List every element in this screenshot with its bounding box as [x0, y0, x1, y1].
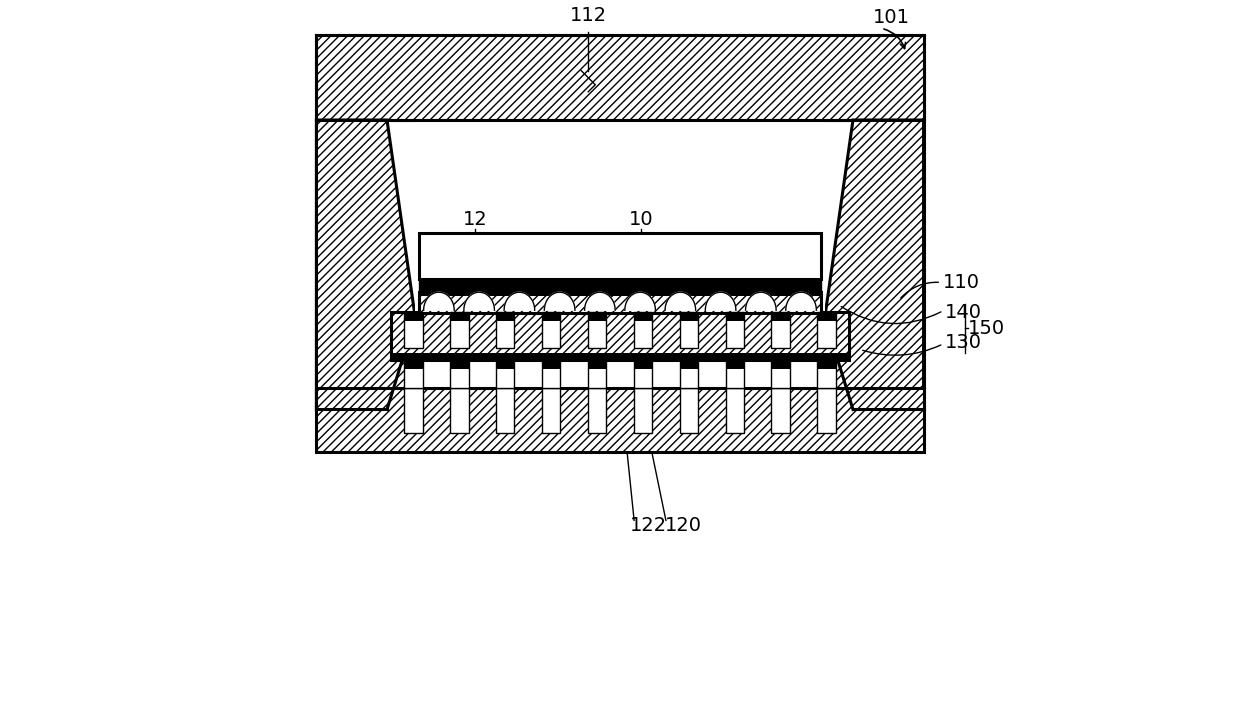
Bar — [680, 312, 698, 321]
Bar — [415, 120, 825, 318]
Polygon shape — [424, 292, 454, 310]
Bar — [496, 312, 515, 348]
Text: 110: 110 — [944, 273, 981, 292]
Text: 122: 122 — [630, 517, 667, 535]
Bar — [771, 312, 790, 321]
Bar — [450, 388, 469, 433]
Polygon shape — [544, 292, 575, 310]
Polygon shape — [706, 292, 735, 310]
Bar — [542, 312, 560, 321]
Bar — [316, 35, 924, 120]
Bar — [542, 360, 560, 388]
Bar — [404, 360, 423, 369]
Bar — [404, 360, 423, 388]
Bar — [542, 388, 560, 433]
Bar — [419, 292, 821, 297]
Bar — [496, 388, 515, 433]
Polygon shape — [786, 292, 816, 310]
Text: 10: 10 — [629, 210, 653, 229]
Polygon shape — [745, 292, 776, 310]
Bar — [817, 360, 836, 369]
Bar — [450, 360, 469, 388]
Text: 130: 130 — [945, 333, 982, 352]
Polygon shape — [584, 292, 615, 310]
Text: 150: 150 — [968, 319, 1006, 337]
Bar — [771, 360, 790, 388]
Polygon shape — [464, 292, 495, 310]
Bar — [634, 388, 652, 433]
Bar — [771, 388, 790, 433]
Bar — [496, 360, 515, 369]
Bar — [588, 388, 606, 433]
Bar — [542, 360, 560, 369]
Bar — [634, 312, 652, 348]
Bar — [496, 360, 515, 388]
Bar — [771, 312, 790, 348]
Bar — [450, 312, 469, 348]
Bar — [680, 312, 698, 348]
Bar — [817, 312, 836, 348]
Bar — [725, 312, 744, 348]
Bar — [588, 360, 606, 388]
Bar — [419, 277, 821, 293]
Bar — [725, 360, 744, 369]
Polygon shape — [665, 292, 696, 310]
Bar — [391, 353, 849, 360]
Bar — [496, 312, 515, 321]
Text: 101: 101 — [873, 8, 910, 27]
Bar — [680, 388, 698, 433]
Bar — [404, 388, 423, 433]
Bar — [542, 312, 560, 348]
Text: 12: 12 — [463, 210, 487, 229]
Bar — [450, 312, 469, 321]
Bar — [817, 388, 836, 433]
Bar — [634, 360, 652, 388]
Bar — [771, 360, 790, 369]
Bar — [634, 360, 652, 369]
Text: 140: 140 — [945, 303, 982, 321]
Bar — [404, 312, 423, 321]
Bar — [680, 360, 698, 388]
Bar — [817, 360, 836, 388]
Polygon shape — [625, 292, 656, 310]
Bar — [680, 360, 698, 369]
Bar — [634, 312, 652, 321]
Bar — [588, 312, 606, 321]
Bar — [450, 360, 469, 369]
Bar — [725, 360, 744, 388]
Bar — [404, 312, 423, 348]
Polygon shape — [316, 120, 415, 409]
Bar — [588, 312, 606, 348]
Bar — [419, 292, 821, 313]
Bar — [419, 233, 821, 279]
Polygon shape — [505, 292, 534, 310]
Text: 120: 120 — [665, 517, 702, 535]
Bar — [725, 312, 744, 321]
Bar — [588, 360, 606, 369]
Bar — [391, 312, 849, 360]
Bar — [725, 388, 744, 433]
Text: 112: 112 — [569, 6, 606, 25]
Bar — [817, 312, 836, 321]
Polygon shape — [825, 120, 924, 409]
Bar — [316, 388, 924, 452]
